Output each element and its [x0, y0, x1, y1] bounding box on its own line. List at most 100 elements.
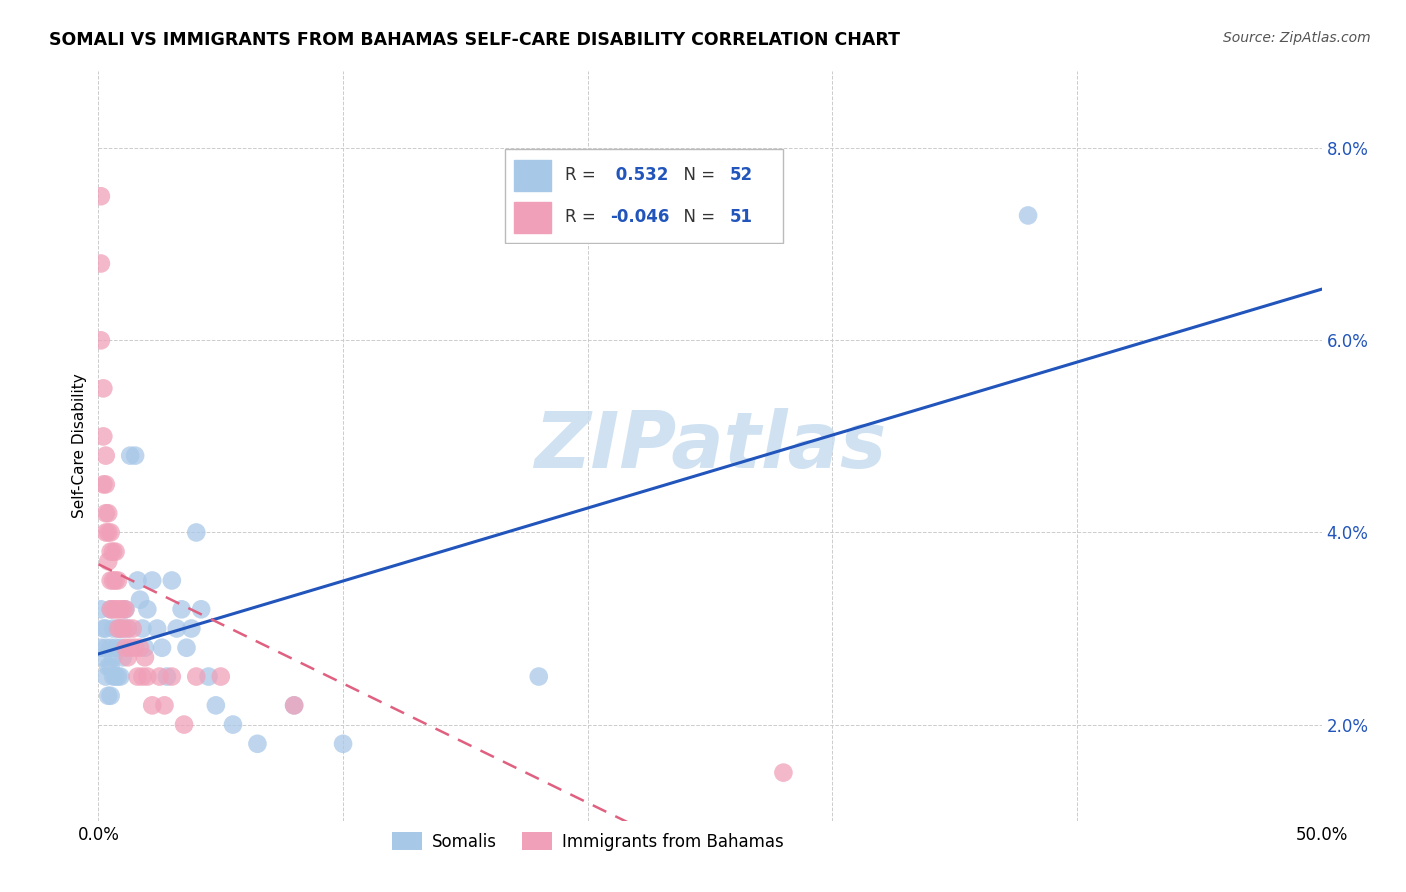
- Point: [94, 525, 117, 540]
- Point: [117, 622, 139, 636]
- Point: [110, 602, 132, 616]
- Point: [110, 669, 132, 683]
- Point: [134, 640, 156, 655]
- Point: [90, 640, 112, 655]
- Point: [131, 669, 153, 683]
- Point: [117, 622, 139, 636]
- Point: [136, 669, 159, 683]
- Point: [111, 622, 134, 636]
- Point: [173, 717, 195, 731]
- Point: [246, 737, 269, 751]
- Point: [101, 669, 124, 683]
- Point: [114, 602, 136, 616]
- Point: [94, 640, 117, 655]
- Point: [100, 525, 122, 540]
- Point: [101, 622, 124, 636]
- Point: [127, 574, 149, 588]
- Point: [101, 574, 124, 588]
- Point: [176, 640, 198, 655]
- Point: [110, 622, 132, 636]
- Point: [120, 640, 142, 655]
- Point: [190, 602, 212, 616]
- Point: [91, 650, 114, 665]
- Point: [97, 689, 120, 703]
- Bar: [515, 160, 551, 191]
- Point: [146, 622, 169, 636]
- Point: [1017, 209, 1039, 223]
- Point: [107, 574, 129, 588]
- Point: [97, 525, 120, 540]
- Point: [121, 622, 143, 636]
- Point: [111, 650, 134, 665]
- Point: [205, 698, 228, 713]
- Point: [104, 640, 127, 655]
- Point: [160, 574, 183, 588]
- Point: [124, 449, 146, 463]
- Text: Source: ZipAtlas.com: Source: ZipAtlas.com: [1223, 31, 1371, 45]
- Point: [186, 669, 208, 683]
- Point: [100, 602, 122, 616]
- Legend: Somalis, Immigrants from Bahamas: Somalis, Immigrants from Bahamas: [385, 826, 790, 857]
- Text: N =: N =: [672, 166, 720, 184]
- Point: [100, 602, 122, 616]
- Point: [110, 640, 132, 655]
- Point: [197, 669, 219, 683]
- Point: [117, 650, 139, 665]
- Point: [136, 602, 159, 616]
- Point: [97, 506, 120, 520]
- Point: [104, 544, 127, 558]
- Point: [101, 602, 124, 616]
- Point: [141, 574, 163, 588]
- Point: [127, 669, 149, 683]
- Point: [104, 669, 127, 683]
- Point: [91, 381, 114, 395]
- Point: [156, 669, 179, 683]
- Point: [97, 660, 120, 674]
- Point: [100, 640, 122, 655]
- Point: [332, 737, 354, 751]
- Point: [100, 689, 122, 703]
- Point: [94, 669, 117, 683]
- Point: [107, 602, 129, 616]
- Point: [134, 650, 156, 665]
- Text: R =: R =: [565, 209, 600, 227]
- Point: [100, 574, 122, 588]
- Point: [124, 640, 146, 655]
- Point: [90, 189, 112, 203]
- Point: [107, 669, 129, 683]
- Point: [94, 622, 117, 636]
- Point: [153, 698, 176, 713]
- Point: [101, 650, 124, 665]
- Point: [107, 622, 129, 636]
- Text: 51: 51: [730, 209, 752, 227]
- Text: 52: 52: [730, 166, 752, 184]
- Text: -0.046: -0.046: [610, 209, 669, 227]
- Point: [120, 449, 142, 463]
- Point: [94, 477, 117, 491]
- Bar: [515, 202, 551, 233]
- Point: [149, 669, 172, 683]
- Point: [104, 602, 127, 616]
- Point: [91, 477, 114, 491]
- Point: [100, 660, 122, 674]
- Text: R =: R =: [565, 166, 600, 184]
- Point: [111, 622, 134, 636]
- Point: [114, 640, 136, 655]
- Point: [111, 602, 134, 616]
- Point: [527, 669, 550, 683]
- Point: [141, 698, 163, 713]
- Point: [283, 698, 305, 713]
- Point: [94, 506, 117, 520]
- Point: [283, 698, 305, 713]
- Point: [209, 669, 232, 683]
- Text: 0.532: 0.532: [610, 166, 669, 184]
- Point: [114, 602, 136, 616]
- Point: [772, 765, 794, 780]
- Y-axis label: Self-Care Disability: Self-Care Disability: [72, 374, 87, 518]
- Point: [186, 525, 208, 540]
- Point: [129, 592, 152, 607]
- Point: [94, 449, 117, 463]
- Point: [90, 602, 112, 616]
- Point: [166, 622, 188, 636]
- Point: [131, 622, 153, 636]
